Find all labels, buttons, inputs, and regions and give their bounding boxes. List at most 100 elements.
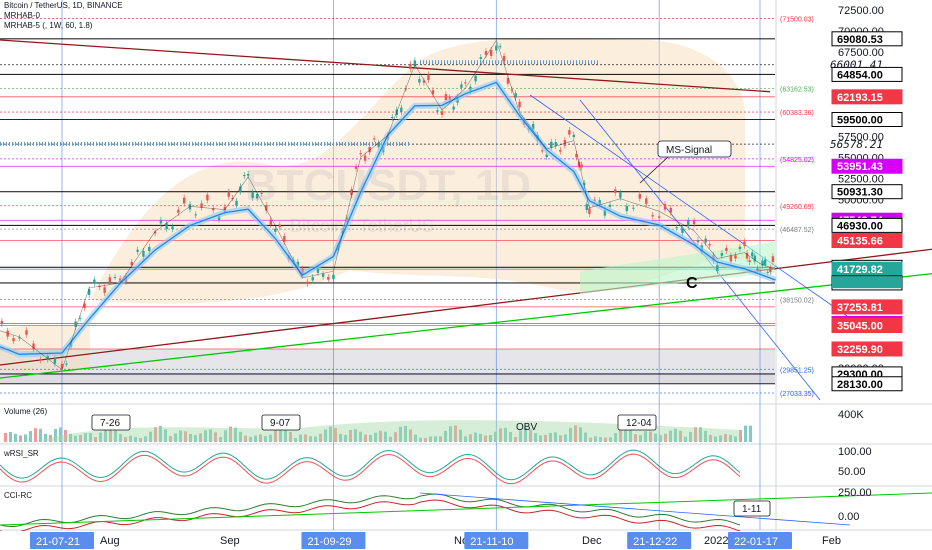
volume-bar: [479, 433, 482, 442]
volume-bar: [44, 433, 47, 442]
volume-bar: [124, 437, 127, 442]
y-tick-label-3: 57500.00: [838, 131, 884, 143]
candle-body: [12, 338, 15, 342]
candle-body: [436, 110, 439, 112]
candle-body: [489, 50, 493, 56]
volume-bar: [394, 432, 397, 442]
price-label-box-11: [831, 184, 903, 200]
cci-signal-line: [0, 499, 741, 534]
candle-body: [632, 207, 635, 209]
volume-callout-box-0: [91, 414, 131, 431]
volume-bar: [519, 430, 522, 442]
volume-bar: [264, 436, 267, 442]
candle-body: [502, 55, 506, 61]
volume-bar: [354, 429, 357, 442]
date-highlight-label-0: 21-07-21: [36, 536, 80, 548]
volume-bar: [39, 428, 42, 442]
candle-body: [251, 192, 254, 198]
volume-bar: [539, 435, 542, 442]
candle-body: [495, 45, 498, 51]
volume-bar: [569, 428, 572, 442]
candle-body: [559, 149, 562, 152]
candle-body: [400, 107, 403, 113]
volume-bar: [359, 431, 362, 442]
date-highlight-label-3: 21-12-22: [633, 536, 677, 548]
candle-body: [708, 244, 711, 246]
volume-bar: [204, 430, 207, 442]
candle-body: [743, 241, 746, 246]
candle-body: [704, 238, 707, 243]
candle-body: [32, 343, 35, 350]
rsi-line-green: [0, 449, 741, 481]
volume-bar: [234, 427, 237, 442]
candle-body: [766, 271, 769, 273]
candle-body: [603, 209, 607, 216]
candle-body: [663, 204, 667, 210]
volume-bar: [709, 434, 712, 442]
price-label-5: 62193.15: [837, 92, 883, 104]
price-label-3: 64854.00: [837, 69, 883, 81]
candle-body: [771, 256, 775, 262]
volume-bar: [199, 433, 202, 442]
volume-bar: [189, 433, 192, 442]
volume-bar: [514, 436, 517, 442]
volume-bar: [589, 437, 592, 442]
candle-body: [200, 203, 203, 208]
price-label-18: 41729.82: [837, 264, 883, 276]
candle-body: [46, 355, 49, 360]
volume-bar: [379, 430, 382, 442]
indicator-label-1: MRHAB-0: [4, 11, 41, 20]
candle-body: [518, 101, 521, 108]
ichimoku-cloud-left: [0, 320, 90, 372]
candle-body: [545, 154, 548, 158]
candle-body: [65, 363, 68, 365]
volume-bar: [289, 431, 292, 442]
volume-bar: [69, 433, 72, 442]
candle-body: [206, 194, 209, 201]
candle-body: [413, 60, 417, 67]
price-label-14: 46930.00: [837, 220, 883, 232]
volume-bar: [279, 425, 282, 442]
volume-bar: [94, 437, 97, 442]
candle-body: [510, 89, 514, 91]
volume-bar: [489, 434, 492, 442]
candle-body: [580, 164, 583, 168]
candle-body: [332, 274, 335, 280]
symbol-title: Bitcoin / TetherUS, 1D, BINANCE: [4, 1, 123, 10]
candle-body: [572, 134, 576, 138]
volume-bar: [84, 433, 87, 442]
candle-body: [327, 277, 330, 280]
candle-body: [316, 266, 320, 273]
volume-bar: [164, 429, 167, 442]
volume-bar: [269, 434, 272, 442]
pattern-c-label: C: [686, 275, 698, 292]
price-label-27: (29851.25): [780, 367, 814, 374]
candle-body: [619, 192, 622, 198]
volume-bar: [319, 433, 322, 442]
candle-body: [645, 198, 648, 204]
cci-axis-label-0: 0.00: [838, 511, 859, 523]
volume-bar: [564, 434, 567, 442]
candle-body: [474, 75, 477, 82]
price-label-28: (27033.35): [780, 391, 814, 398]
volume-bar: [619, 428, 622, 442]
date-highlight-label-2: 21-11-10: [470, 536, 513, 548]
price-label-9: (54825.02): [780, 157, 814, 164]
price-label-16: 45135.66: [837, 236, 883, 248]
cci-title: CCI-RC: [4, 491, 32, 500]
ms-signal-label: MS-Signal: [666, 145, 712, 156]
volume-bar: [54, 429, 57, 442]
volume-bar: [439, 436, 442, 442]
candle-body: [87, 289, 91, 295]
ichimoku-cloud: [90, 38, 745, 304]
volume-bar: [334, 428, 337, 442]
candle-body: [554, 142, 557, 146]
candle-body: [363, 155, 367, 161]
volume-bar: [404, 425, 407, 442]
volume-bar: [89, 433, 92, 442]
close-series-line: [0, 39, 776, 371]
candle-body: [751, 252, 754, 257]
price-label-20: (38150.02): [780, 297, 814, 304]
candle-body: [217, 216, 221, 220]
